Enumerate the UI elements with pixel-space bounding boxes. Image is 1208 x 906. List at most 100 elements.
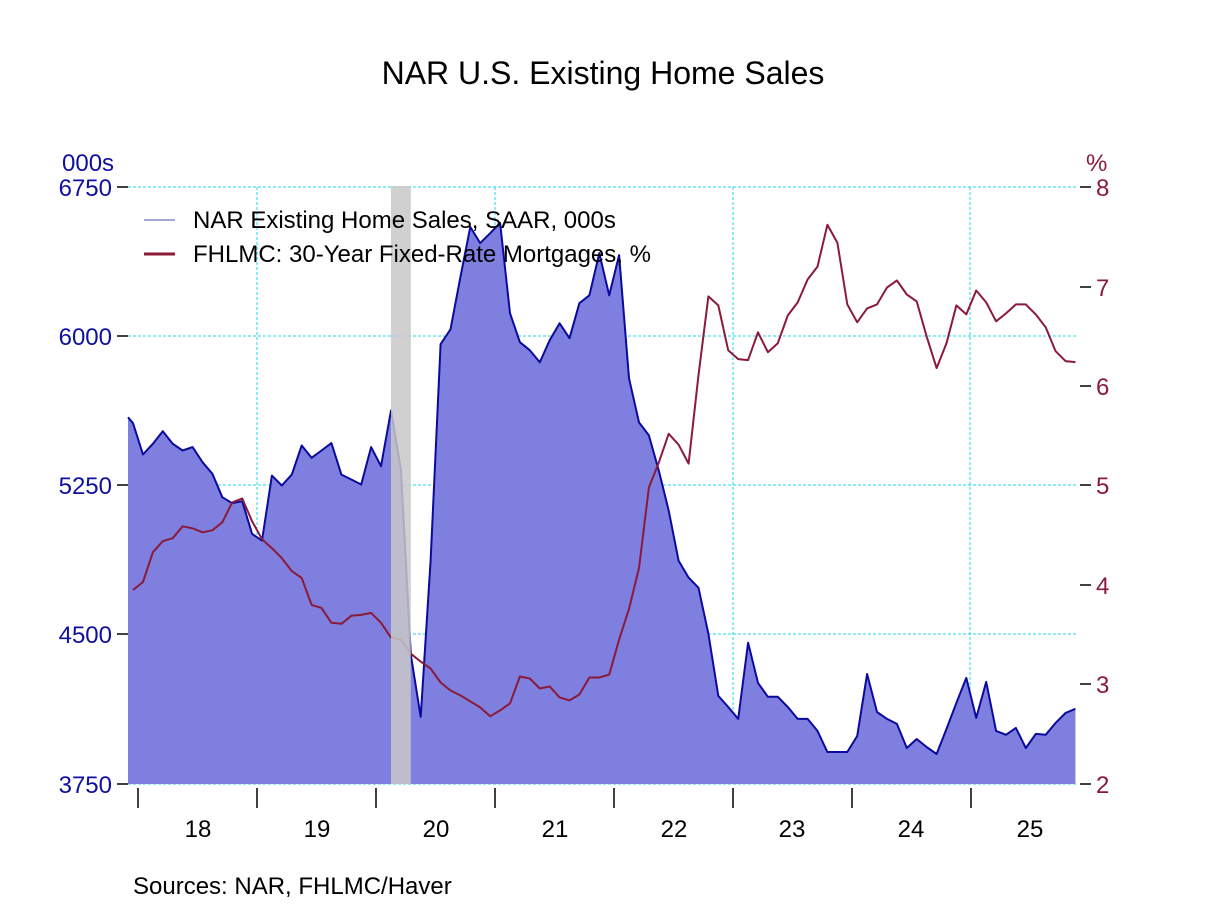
mortgage-rate-point <box>380 621 383 624</box>
mortgage-rate-point <box>737 358 740 361</box>
sales-point <box>737 717 740 720</box>
sales-point <box>399 468 402 471</box>
sales-point <box>677 559 680 562</box>
sales-point <box>558 322 561 325</box>
recession-shading <box>390 186 411 784</box>
sales-point <box>995 729 998 732</box>
mortgage-rate-point <box>856 321 859 324</box>
sales-point <box>141 453 144 456</box>
mortgage-rate-point <box>201 531 204 534</box>
sales-point <box>687 576 690 579</box>
mortgage-rate-point <box>429 667 432 670</box>
mortgage-rate-point <box>241 497 244 500</box>
x-tick-label: 23 <box>779 816 806 843</box>
mortgage-rate-point <box>568 699 571 702</box>
x-tick-label: 21 <box>542 816 569 843</box>
sales-point <box>816 729 819 732</box>
mortgage-rate-point <box>499 709 502 712</box>
mortgage-rate-point <box>717 304 720 307</box>
sales-point <box>965 676 968 679</box>
sales-point <box>766 695 769 698</box>
left-tick-label: 6750 <box>59 175 112 202</box>
mortgage-rate-point <box>1074 361 1077 364</box>
mortgage-rate-point <box>558 696 561 699</box>
mortgage-rate-point <box>846 303 849 306</box>
sales-point <box>1074 707 1077 710</box>
sales-point <box>905 746 908 749</box>
mortgage-rate-point <box>320 606 323 609</box>
sales-point <box>449 328 452 331</box>
mortgage-rate-point <box>439 681 442 684</box>
left-tick-label: 5250 <box>59 473 112 500</box>
mortgage-rate-point <box>885 286 888 289</box>
mortgage-rate-point <box>141 581 144 584</box>
sales-point <box>221 496 224 499</box>
mortgage-rate-point <box>300 577 303 580</box>
mortgage-rate-point <box>677 443 680 446</box>
sales-point <box>132 422 135 425</box>
mortgage-rate-point <box>588 676 591 679</box>
mortgage-rate-point <box>1054 350 1057 353</box>
sales-point <box>1005 733 1008 736</box>
sales-point <box>667 509 670 512</box>
sales-point <box>439 343 442 346</box>
sales-point <box>697 586 700 589</box>
mortgage-rate-point <box>766 351 769 354</box>
mortgage-rate-point <box>618 638 621 641</box>
mortgage-rate-point <box>419 660 422 663</box>
mortgage-rate-point <box>955 304 958 307</box>
mortgage-rate-point <box>1024 303 1027 306</box>
chart-title: NAR U.S. Existing Home Sales <box>382 55 825 91</box>
mortgage-rate-point <box>261 538 264 541</box>
mortgage-rate-point <box>280 557 283 560</box>
mortgage-rate-point <box>1005 312 1008 315</box>
sales-point <box>786 705 789 708</box>
legend-label-mortgage: FHLMC: 30-Year Fixed-Rate Mortgages, % <box>193 241 651 268</box>
legend: NAR Existing Home Sales, SAAR, 000s FHLM… <box>144 207 651 268</box>
right-axis: 8 7 6 5 4 3 2 <box>1080 175 1109 799</box>
sales-point <box>895 722 898 725</box>
mortgage-rate-point <box>330 621 333 624</box>
mortgage-rate-point <box>290 570 293 573</box>
mortgage-rate-point <box>925 335 928 338</box>
sales-point <box>1064 711 1067 714</box>
left-tick-label: 4500 <box>59 622 112 649</box>
mortgage-rate-point <box>836 241 839 244</box>
mortgage-rate-point <box>370 611 373 614</box>
sales-point <box>885 717 888 720</box>
mortgage-rate-point <box>578 693 581 696</box>
x-axis: 18 19 20 21 22 23 24 25 <box>137 788 1043 843</box>
mortgage-rate-point <box>161 540 164 543</box>
sales-point <box>717 694 720 697</box>
mortgage-rate-point <box>876 303 879 306</box>
legend-label-sales: NAR Existing Home Sales, SAAR, 000s <box>193 207 616 234</box>
sales-point <box>350 478 353 481</box>
sales-point <box>181 449 184 452</box>
sales-point <box>588 294 591 297</box>
right-tick-label: 6 <box>1096 374 1109 401</box>
sales-point <box>429 559 432 562</box>
mortgage-rate-point <box>796 301 799 304</box>
sales-point <box>757 681 760 684</box>
sales-point <box>806 717 809 720</box>
sales-point <box>528 349 531 352</box>
sales-point <box>251 532 254 535</box>
sales-point <box>657 469 660 472</box>
mortgage-rate-point <box>975 289 978 292</box>
sales-point <box>1014 726 1017 729</box>
sales-point <box>707 632 710 635</box>
mortgage-rate-point <box>915 300 918 303</box>
mortgage-rate-point <box>628 607 631 610</box>
sales-point <box>270 474 273 477</box>
sales-point <box>568 337 571 340</box>
mortgage-rate-point <box>360 613 363 616</box>
sales-point <box>796 717 799 720</box>
mortgage-rate-point <box>1034 313 1037 316</box>
sales-area <box>128 223 1076 784</box>
sales-point <box>171 442 174 445</box>
sales-point <box>201 461 204 464</box>
sales-point <box>955 701 958 704</box>
x-tick-label: 18 <box>185 816 212 843</box>
mortgage-rate-point <box>608 673 611 676</box>
